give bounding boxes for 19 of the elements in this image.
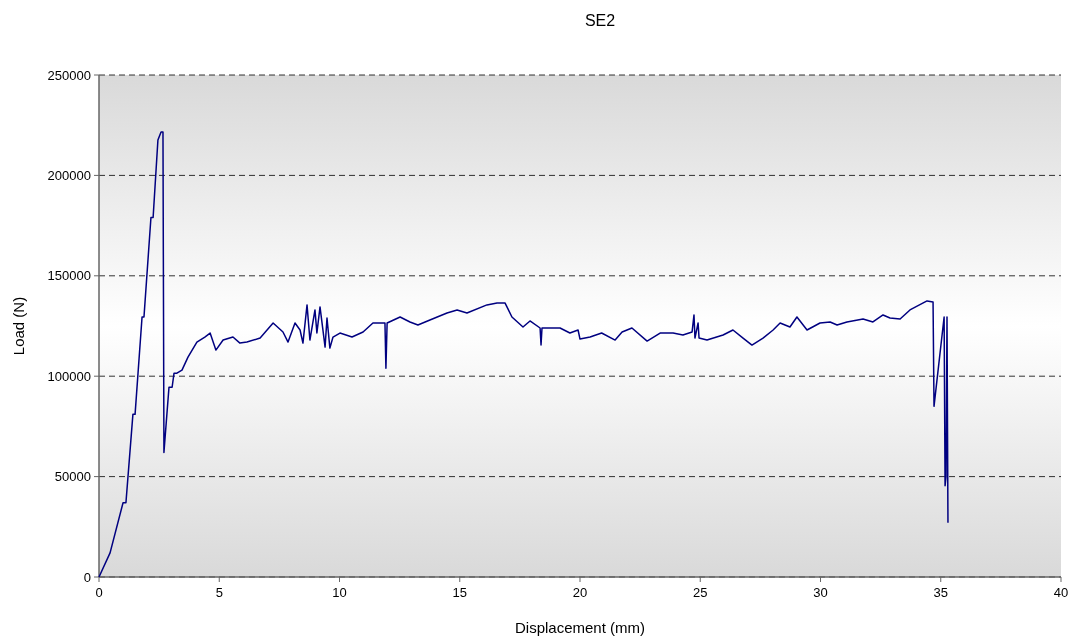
x-tick-label: 30 <box>813 585 828 600</box>
y-tick-label: 0 <box>83 569 91 585</box>
x-tick-label: 40 <box>1053 585 1069 600</box>
line-series <box>98 131 949 578</box>
chart-title: SE2 <box>584 12 616 29</box>
y-tick-label: 150000 <box>47 268 91 284</box>
y-tick-label: 50000 <box>54 469 91 485</box>
x-tick-label: 0 <box>95 585 103 600</box>
y-tick-label: 250000 <box>47 67 91 83</box>
x-tick-label: 35 <box>933 585 948 600</box>
x-tick-label: 5 <box>215 585 223 600</box>
x-tick-label: 15 <box>452 585 467 600</box>
x-tick-label: 20 <box>572 585 588 600</box>
x-tick-label: 10 <box>332 585 347 600</box>
y-tick-label: 200000 <box>47 167 91 183</box>
x-axis-title: Displacement (mm) <box>514 619 646 636</box>
y-axis-title: Load (N) <box>10 296 27 356</box>
x-tick-label: 25 <box>693 585 708 600</box>
y-tick-label: 100000 <box>47 368 91 384</box>
